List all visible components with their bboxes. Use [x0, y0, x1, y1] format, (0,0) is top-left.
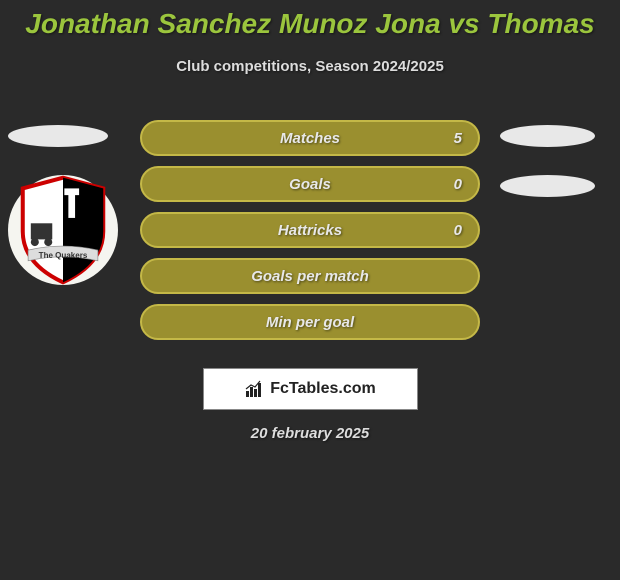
- club-avatar-placeholder: [500, 175, 595, 197]
- stat-value: 5: [454, 130, 462, 147]
- stats-container: Matches 5 Goals 0 Hattricks 0 Goals per …: [140, 120, 480, 350]
- stat-bar-hattricks: Hattricks 0: [140, 212, 480, 248]
- footer: FcTables.com 20 february 2025: [0, 350, 620, 442]
- bar-chart-icon: [244, 379, 264, 399]
- stat-label: Min per goal: [266, 314, 354, 331]
- shield-icon: The Quakers: [8, 175, 118, 285]
- svg-text:The Quakers: The Quakers: [39, 251, 88, 260]
- logo-box[interactable]: FcTables.com: [203, 368, 418, 410]
- page-title: Jonathan Sanchez Munoz Jona vs Thomas: [0, 0, 620, 40]
- stat-label: Goals per match: [251, 268, 369, 285]
- stat-bar-goals-per-match: Goals per match: [140, 258, 480, 294]
- right-player-avatars: [500, 125, 605, 225]
- logo-text: FcTables.com: [270, 380, 376, 398]
- stat-value: 0: [454, 222, 462, 239]
- player-avatar-placeholder: [8, 125, 108, 147]
- date-text: 20 february 2025: [0, 425, 620, 442]
- club-badge: The Quakers: [8, 175, 118, 285]
- left-player-avatars: The Quakers: [8, 125, 118, 285]
- stat-label: Matches: [280, 130, 340, 147]
- stat-bar-matches: Matches 5: [140, 120, 480, 156]
- stat-value: 0: [454, 176, 462, 193]
- page-subtitle: Club competitions, Season 2024/2025: [0, 58, 620, 75]
- stat-bar-goals: Goals 0: [140, 166, 480, 202]
- stat-label: Hattricks: [278, 222, 342, 239]
- player-avatar-placeholder: [500, 125, 595, 147]
- stat-label: Goals: [289, 176, 331, 193]
- stat-bar-min-per-goal: Min per goal: [140, 304, 480, 340]
